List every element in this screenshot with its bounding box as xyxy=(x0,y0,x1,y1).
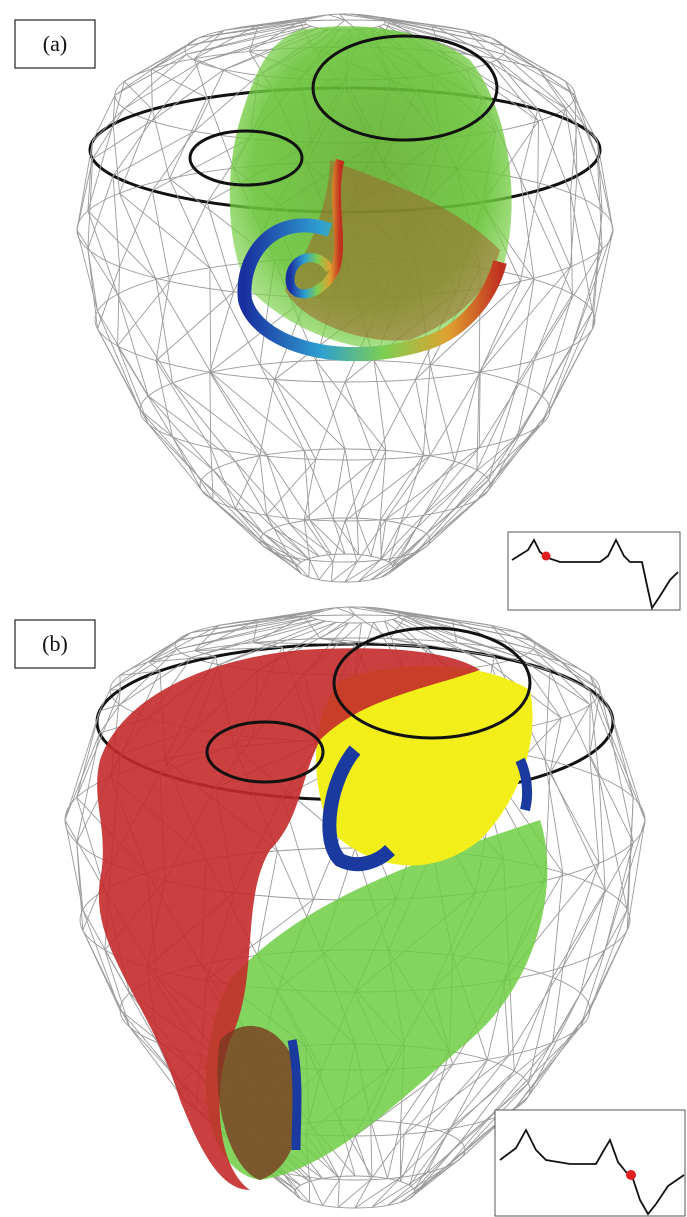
mesh-line xyxy=(542,329,593,424)
mesh-line xyxy=(542,294,573,396)
mesh-line xyxy=(211,448,213,500)
activation-surface xyxy=(230,26,512,354)
mesh-line xyxy=(514,1010,590,1109)
mesh-line xyxy=(93,121,152,159)
mesh-line xyxy=(338,1180,371,1208)
mesh-line xyxy=(561,662,610,711)
mesh-line xyxy=(414,1142,460,1195)
mesh-line xyxy=(430,372,480,455)
mesh-line xyxy=(118,294,173,383)
mesh-line xyxy=(323,1180,340,1206)
mesh-line xyxy=(65,820,105,890)
mesh-line xyxy=(590,910,627,1010)
mesh-line xyxy=(517,279,533,383)
mesh-line xyxy=(173,383,267,455)
mesh-line xyxy=(77,230,118,294)
mesh-line xyxy=(297,554,393,582)
mesh-line xyxy=(113,124,120,193)
mesh-line xyxy=(466,30,539,69)
mesh-line xyxy=(319,562,333,580)
mesh-line xyxy=(610,711,645,820)
mesh-line xyxy=(371,1120,388,1178)
mesh-line xyxy=(427,1120,487,1173)
mesh-line xyxy=(120,191,153,267)
panel-label: (b) xyxy=(42,631,68,656)
mesh-line xyxy=(489,396,542,490)
mesh-line xyxy=(503,54,565,108)
mesh-line xyxy=(93,109,125,142)
ecg-inset xyxy=(508,532,680,610)
mesh-line xyxy=(357,518,371,556)
mesh-line xyxy=(309,560,310,577)
mesh-line xyxy=(148,424,201,480)
mesh-line xyxy=(374,361,423,455)
mesh-line xyxy=(345,455,430,521)
figure: (a) (b) xyxy=(0,0,687,1217)
mesh-line xyxy=(538,109,571,193)
mesh-line xyxy=(77,843,83,910)
panel-label-box: (a) xyxy=(15,20,95,68)
page: (a) (b) (() => { const data = JSON.parse… xyxy=(0,0,687,1217)
mesh-line xyxy=(605,820,645,950)
mesh-line xyxy=(118,346,149,424)
panel-label: (a) xyxy=(43,31,67,56)
mesh-line xyxy=(77,711,100,798)
mesh-line xyxy=(477,372,479,470)
mesh-line xyxy=(260,365,345,449)
mesh-line xyxy=(538,69,597,141)
mesh-line xyxy=(528,993,580,1096)
panel-label-box: (b) xyxy=(15,620,95,668)
mesh-line xyxy=(455,424,542,508)
ecg-inset xyxy=(495,1110,685,1216)
mesh-line xyxy=(316,382,345,459)
mesh-line xyxy=(201,480,263,534)
mesh-line xyxy=(88,176,113,249)
mesh-line xyxy=(156,279,211,372)
mesh-line xyxy=(260,518,430,562)
mesh-line xyxy=(152,109,169,178)
mesh-line xyxy=(316,361,386,451)
mesh-line xyxy=(210,372,211,448)
mesh-line xyxy=(521,191,538,282)
mesh-line xyxy=(534,249,602,360)
mesh-line xyxy=(331,562,357,582)
mesh-line xyxy=(592,211,602,329)
mesh-line xyxy=(550,311,592,410)
mesh-line xyxy=(580,930,627,1027)
mesh-line xyxy=(88,211,156,280)
mesh-line xyxy=(304,459,374,519)
mesh-line xyxy=(211,372,304,450)
mesh-line xyxy=(590,690,634,798)
mesh-line xyxy=(503,46,575,95)
mesh-line xyxy=(430,365,454,462)
mesh-line xyxy=(371,1134,405,1180)
mesh-line xyxy=(597,141,613,230)
mesh-line xyxy=(235,461,289,523)
mesh-line xyxy=(98,329,140,410)
mesh-line xyxy=(401,455,424,524)
mesh-line xyxy=(553,873,563,978)
mesh-line xyxy=(115,54,187,95)
mesh-line xyxy=(148,396,235,462)
mesh-line xyxy=(140,410,213,470)
mesh-line xyxy=(98,311,149,396)
mesh-line xyxy=(410,1127,427,1185)
mesh-line xyxy=(599,777,627,910)
mesh-line xyxy=(374,379,415,459)
mesh-line xyxy=(417,461,455,528)
mesh-line xyxy=(304,520,310,560)
mesh-line xyxy=(267,455,310,520)
mesh-line xyxy=(260,379,275,455)
activation-surface xyxy=(97,648,547,1190)
